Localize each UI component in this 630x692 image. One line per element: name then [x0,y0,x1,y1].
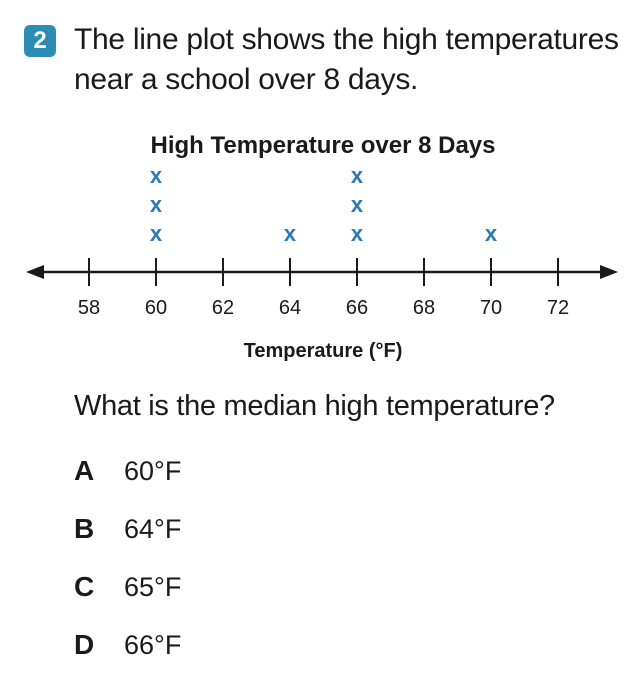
tick-label: 62 [212,297,234,319]
choice-text: 60°F [124,456,182,486]
plot-title: High Temperature over 8 Days [150,132,495,159]
data-mark-x: x [150,221,163,246]
problem-prompt: The line plot shows the high temperature… [74,23,619,96]
tick-label: 68 [413,297,435,319]
choice-letter: C [74,571,95,602]
question-text: What is the median high temperature? [74,390,555,422]
problem-number-badge: 2 [24,25,56,57]
data-mark-x: x [150,192,163,217]
x-axis-label: Temperature (°F) [244,340,403,362]
data-mark-x: x [485,221,498,246]
choice-text: 64°F [124,514,182,544]
line-plot: High Temperature over 8 Days 58 60 62 64 66 68… [26,132,618,362]
data-mark-x: x [150,163,163,188]
data-mark-x: x [351,192,364,217]
choice-a[interactable]: A 60°F [74,442,181,500]
tick-label: 72 [547,297,569,319]
choice-c[interactable]: C 65°F [74,558,181,616]
choice-b[interactable]: B 64°F [74,500,181,558]
data-mark-x: x [284,221,297,246]
choice-letter: A [74,455,95,486]
tick-label: 66 [346,297,368,319]
tick-label: 58 [78,297,100,319]
data-mark-x: x [351,221,364,246]
choice-letter: D [74,629,95,660]
choice-text: 65°F [124,572,182,602]
answer-choices: A 60°F B 64°F C 65°F D 66°F [74,442,181,674]
right-arrow [600,265,618,279]
choice-d[interactable]: D 66°F [74,616,181,674]
choice-letter: B [74,513,95,544]
left-arrow [26,265,44,279]
tick-label: 60 [145,297,167,319]
tick-label: 70 [480,297,502,319]
tick-label: 64 [279,297,301,319]
data-mark-x: x [351,163,364,188]
choice-text: 66°F [124,630,182,660]
